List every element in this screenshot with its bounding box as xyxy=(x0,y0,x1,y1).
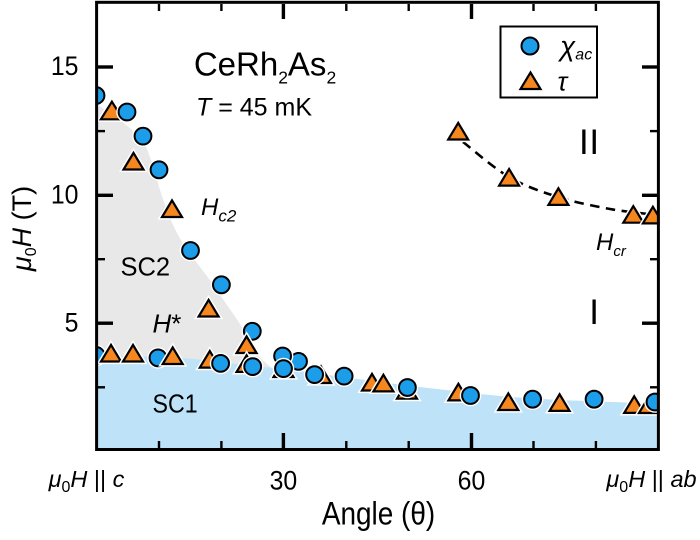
svg-text:Hcr: Hcr xyxy=(596,229,627,260)
svg-text:SC1: SC1 xyxy=(152,391,197,419)
svg-text:5: 5 xyxy=(65,309,79,338)
svg-text:60: 60 xyxy=(458,467,486,496)
svg-text:τ: τ xyxy=(558,67,570,97)
svg-text:H*: H* xyxy=(153,309,182,339)
svg-text:μ0H || ab: μ0H || ab xyxy=(605,466,696,496)
svg-text:Angle (θ): Angle (θ) xyxy=(322,497,435,532)
svg-text:μ0H || c: μ0H || c xyxy=(48,466,125,496)
svg-text:SC2: SC2 xyxy=(121,254,171,282)
svg-text:II: II xyxy=(579,123,600,162)
svg-text:T = 45 mK: T = 45 mK xyxy=(196,93,312,121)
svg-text:30: 30 xyxy=(270,467,298,496)
svg-text:10: 10 xyxy=(51,181,79,210)
svg-text:χac: χac xyxy=(557,31,592,64)
svg-text:Hc2: Hc2 xyxy=(201,194,237,226)
svg-text:CeRh2As2: CeRh2As2 xyxy=(194,46,336,88)
svg-text:μ0H (T): μ0H (T) xyxy=(7,186,40,272)
svg-text:I: I xyxy=(589,293,599,332)
svg-text:15: 15 xyxy=(51,52,79,81)
